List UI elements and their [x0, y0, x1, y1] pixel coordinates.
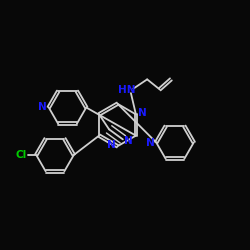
- Text: HN: HN: [118, 85, 135, 95]
- Text: N: N: [124, 136, 133, 146]
- Text: Cl: Cl: [16, 150, 27, 160]
- Text: N: N: [146, 138, 154, 147]
- Text: N: N: [38, 102, 47, 113]
- Text: N: N: [138, 108, 146, 118]
- Text: N: N: [107, 140, 116, 150]
